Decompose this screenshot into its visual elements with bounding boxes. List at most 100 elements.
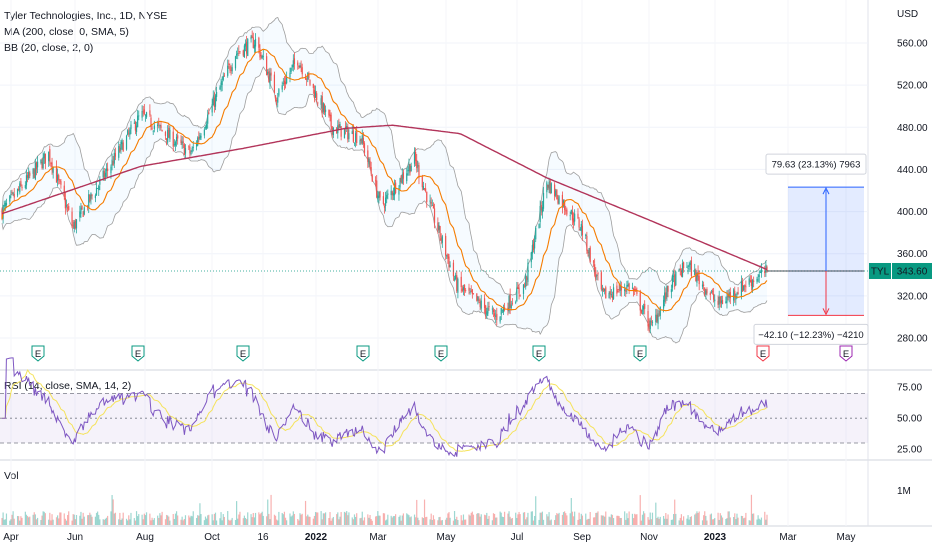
time-tick-label: Oct: [204, 532, 220, 543]
candle-body: [113, 152, 115, 164]
volume-bar: [283, 511, 286, 525]
candle-body: [612, 287, 615, 299]
volume-bar: [501, 516, 503, 525]
candle-body: [710, 292, 713, 294]
volume-bar: [656, 517, 658, 525]
candle-body: [415, 151, 417, 161]
volume-bar: [635, 514, 637, 525]
candle-body: [353, 142, 356, 144]
bb-legend[interactable]: BB (20, close, 2, 0): [4, 42, 94, 54]
candle-body: [542, 192, 545, 209]
candle-body: [743, 285, 745, 291]
candle-body: [550, 183, 552, 194]
volume-bar: [491, 520, 493, 525]
volume-bar: [445, 519, 447, 525]
candle-body: [90, 193, 92, 199]
volume-bar: [570, 498, 572, 525]
candle-body: [540, 205, 542, 211]
volume-bar: [64, 518, 66, 525]
candle-body: [531, 245, 533, 254]
volume-bar: [63, 513, 65, 525]
volume-bar: [135, 511, 138, 525]
candle-body: [107, 168, 109, 171]
earnings-marker: [31, 345, 45, 362]
volume-bar: [579, 519, 581, 525]
volume-bar: [441, 520, 443, 525]
candle-body: [41, 162, 43, 169]
volume-bar: [542, 519, 545, 525]
price-tick-label: 560.00: [897, 39, 928, 50]
candle-body: [683, 262, 685, 269]
volume-bar: [658, 518, 660, 525]
volume-bar: [114, 512, 117, 525]
volume-bar: [58, 518, 60, 525]
volume-bar: [19, 520, 21, 525]
volume-bar: [127, 520, 129, 525]
candle-body: [391, 191, 393, 195]
volume-bar: [610, 514, 612, 525]
volume-bar: [281, 512, 283, 525]
candle-body: [515, 301, 517, 303]
volume-bar: [557, 514, 559, 525]
volume-bar: [477, 513, 479, 525]
candle-body: [371, 175, 373, 182]
candle-body: [72, 224, 74, 227]
symbol-title[interactable]: Tyler Technologies, Inc., 1D, NYSE: [4, 10, 168, 22]
earnings-marker: [633, 345, 647, 362]
candle-body: [135, 125, 138, 133]
candle-body: [704, 287, 706, 295]
volume-bar: [527, 512, 529, 525]
candle-body: [181, 141, 183, 145]
candle-body: [566, 209, 568, 215]
candle-body: [182, 141, 184, 143]
volume-bar: [274, 515, 277, 525]
volume-bar: [344, 512, 347, 525]
price-tick-label: 480.00: [897, 123, 928, 134]
candle-body: [330, 114, 332, 127]
candle-body: [369, 160, 371, 168]
candle-body: [52, 167, 54, 173]
volume-bar: [680, 514, 682, 525]
earnings-marker-label: E: [536, 349, 542, 360]
volume-bar: [524, 512, 526, 525]
candle-body: [230, 70, 232, 71]
volume-bar: [362, 520, 364, 525]
volume-bar: [627, 518, 629, 525]
volume-bar: [306, 516, 308, 525]
candle-body: [150, 117, 152, 127]
candle-body: [737, 292, 739, 295]
volume-bar: [75, 514, 78, 525]
candle-body: [174, 142, 177, 146]
candle-body: [33, 169, 35, 178]
volume-bar: [290, 516, 292, 525]
candle-body: [250, 36, 252, 40]
volume-bar: [321, 519, 323, 525]
candle-body: [88, 194, 90, 209]
volume-bar: [628, 511, 630, 525]
volume-bar: [701, 520, 704, 525]
volume-bar: [648, 519, 650, 525]
candle-body: [720, 300, 723, 303]
candle-body: [486, 311, 488, 316]
volume-bar: [87, 515, 89, 525]
candle-body: [167, 129, 169, 143]
volume-bar: [72, 514, 74, 525]
volume-bar: [759, 519, 761, 525]
candle-body: [662, 299, 665, 309]
candle-body: [671, 275, 674, 288]
volume-bar: [312, 518, 314, 525]
volume-bar: [555, 515, 557, 525]
volume-bar: [413, 514, 416, 525]
candle-body: [423, 188, 426, 190]
candle-body: [229, 66, 231, 71]
volume-bar: [666, 518, 668, 525]
volume-bar: [460, 515, 462, 525]
volume-bar: [169, 520, 171, 525]
volume-bar: [530, 511, 532, 525]
volume-bar: [291, 515, 293, 525]
volume-bar: [526, 517, 528, 525]
candle-body: [734, 290, 736, 298]
volume-bar: [748, 520, 750, 525]
ma-legend[interactable]: MA (200, close, 0, SMA, 5): [4, 26, 129, 38]
